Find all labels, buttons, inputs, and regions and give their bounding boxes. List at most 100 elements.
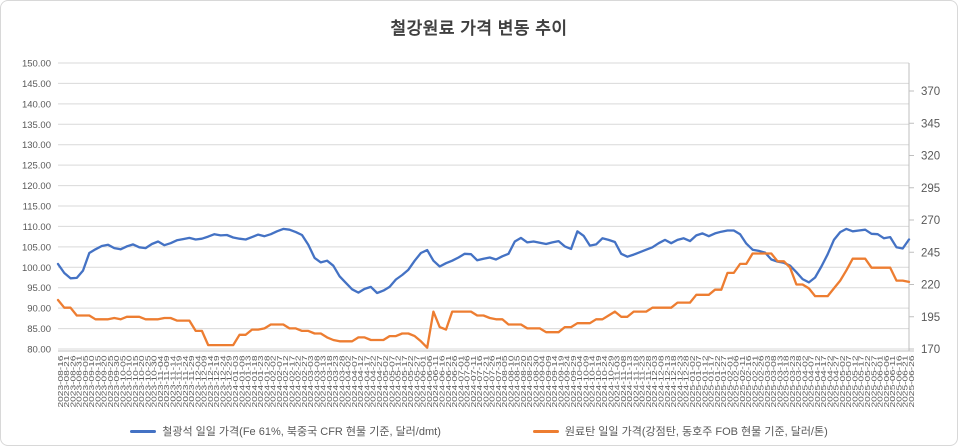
svg-text:2025-05-12: 2025-05-12 [853,355,860,407]
svg-text:2025-06-11: 2025-06-11 [890,355,897,407]
svg-text:2023-10-15: 2023-10-15 [133,355,140,407]
svg-text:2024-04-02: 2024-04-02 [346,355,353,407]
svg-text:2024-05-12: 2024-05-12 [396,355,403,407]
svg-text:2023-10-05: 2023-10-05 [120,355,127,407]
svg-text:2024-03-03: 2024-03-03 [308,355,315,407]
svg-text:2024-09-09: 2024-09-09 [546,355,553,407]
svg-text:2025-05-02: 2025-05-02 [840,355,847,407]
svg-text:2025-04-27: 2025-04-27 [834,355,841,407]
svg-text:2024-01-03: 2024-01-03 [233,355,240,407]
svg-text:2025-01-02: 2025-01-02 [690,355,697,407]
svg-text:2024-03-13: 2024-03-13 [321,355,328,407]
svg-text:2025-03-08: 2025-03-08 [771,355,778,407]
svg-text:2024-11-23: 2024-11-23 [640,355,647,407]
svg-text:2023-10-25: 2023-10-25 [145,355,152,407]
svg-text:2024-09-19: 2024-09-19 [558,355,565,407]
svg-text:2024-11-28: 2024-11-28 [646,355,653,407]
svg-text:2024-12-08: 2024-12-08 [659,355,666,407]
svg-text:2024-07-06: 2024-07-06 [465,355,472,407]
svg-text:2024-11-03: 2024-11-03 [615,355,622,407]
svg-text:2024-02-12: 2024-02-12 [283,355,290,407]
svg-text:80.00: 80.00 [27,345,51,356]
svg-text:2023-09-20: 2023-09-20 [102,355,109,407]
svg-text:130.00: 130.00 [22,140,51,151]
chart-title: 철강원료 가격 변동 추이 [390,19,568,38]
svg-text:2025-02-01: 2025-02-01 [727,355,734,407]
svg-text:2024-08-05: 2024-08-05 [502,355,509,407]
series-line-0 [56,227,911,295]
svg-text:2024-11-13: 2024-11-13 [627,355,634,407]
svg-text:95.00: 95.00 [27,283,51,294]
svg-text:100.00: 100.00 [22,263,51,274]
svg-text:2025-01-27: 2025-01-27 [721,355,728,407]
svg-text:2024-06-01: 2024-06-01 [421,355,428,407]
svg-text:2025-04-07: 2025-04-07 [809,355,816,407]
svg-text:2023-09-15: 2023-09-15 [95,355,102,407]
gridlines [58,62,909,350]
svg-text:2023-12-29: 2023-12-29 [227,355,234,407]
svg-text:2025-05-07: 2025-05-07 [846,355,853,407]
svg-text:2023-09-25: 2023-09-25 [108,355,115,407]
svg-text:2024-07-21: 2024-07-21 [483,355,490,407]
svg-text:2024-11-08: 2024-11-08 [621,355,628,407]
svg-text:2024-08-10: 2024-08-10 [508,355,515,407]
svg-text:2024-10-19: 2024-10-19 [596,355,603,407]
svg-text:2024-10-24: 2024-10-24 [602,355,609,407]
svg-text:220: 220 [921,280,940,292]
svg-text:2024-12-18: 2024-12-18 [671,355,678,407]
svg-text:135.00: 135.00 [22,120,51,131]
svg-text:2024-11-18: 2024-11-18 [634,355,641,407]
svg-text:145.00: 145.00 [22,79,51,90]
svg-text:2024-07-11: 2024-07-11 [471,355,478,407]
svg-text:2025-04-12: 2025-04-12 [815,355,822,407]
svg-text:2025-02-11: 2025-02-11 [740,355,747,407]
svg-text:2023-09-10: 2023-09-10 [89,355,96,407]
svg-text:2023-11-19: 2023-11-19 [177,355,184,407]
svg-text:2024-01-13: 2024-01-13 [246,355,253,407]
svg-text:2024-06-16: 2024-06-16 [440,355,447,407]
svg-text:2024-02-07: 2024-02-07 [277,355,284,407]
svg-text:2024-12-03: 2024-12-03 [652,355,659,407]
legend: 철광석 일일 가격(Fe 61%, 북중국 CFR 현물 기준, 달러/dmt)… [1,423,957,439]
svg-text:2025-06-26: 2025-06-26 [909,355,916,407]
svg-text:2025-02-06: 2025-02-06 [734,355,741,407]
svg-text:2024-09-14: 2024-09-14 [552,355,559,407]
svg-text:2024-12-28: 2024-12-28 [684,355,691,407]
svg-text:2023-11-24: 2023-11-24 [183,355,190,407]
svg-text:2025-03-13: 2025-03-13 [777,355,784,407]
svg-text:2024-07-31: 2024-07-31 [496,355,503,407]
svg-text:2024-02-22: 2024-02-22 [296,355,303,407]
legend-item-coking-coal: 원료탄 일일 가격(강점탄, 동호주 FOB 현물 기준, 달러/톤) [532,423,828,439]
svg-text:2024-04-07: 2024-04-07 [352,355,359,407]
svg-text:2024-06-06: 2024-06-06 [427,355,434,407]
svg-text:370: 370 [921,86,940,98]
svg-text:2024-07-26: 2024-07-26 [490,355,497,407]
svg-text:2024-12-13: 2024-12-13 [665,355,672,407]
svg-text:2024-12-23: 2024-12-23 [677,355,684,407]
svg-text:115.00: 115.00 [23,202,51,213]
x-axis-tick-labels: 2023-08-16 2023-08-21 2023-08-26 2023-08-31… [58,355,916,407]
svg-text:2024-04-22: 2024-04-22 [371,355,378,407]
svg-text:125.00: 125.00 [22,161,51,172]
svg-text:320: 320 [921,151,940,163]
legend-line-icon-orange [532,429,559,433]
svg-text:2024-08-25: 2024-08-25 [527,355,534,407]
svg-text:2024-05-07: 2024-05-07 [389,355,396,407]
svg-text:2025-02-21: 2025-02-21 [752,355,759,407]
svg-text:270: 270 [921,215,940,227]
svg-text:2023-08-26: 2023-08-26 [70,355,77,407]
svg-text:2025-04-02: 2025-04-02 [802,355,809,407]
svg-text:2024-02-02: 2024-02-02 [271,355,278,407]
svg-text:2025-05-22: 2025-05-22 [865,355,872,407]
svg-text:2025-06-01: 2025-06-01 [878,355,885,407]
svg-text:2025-02-16: 2025-02-16 [746,355,753,407]
svg-text:2023-12-14: 2023-12-14 [208,355,215,407]
svg-text:2025-03-18: 2025-03-18 [784,355,791,407]
svg-text:90.00: 90.00 [27,304,51,315]
svg-text:2023-12-24: 2023-12-24 [221,355,228,407]
svg-text:2024-10-29: 2024-10-29 [608,355,615,407]
svg-text:2025-06-16: 2025-06-16 [896,355,903,407]
left-axis-tick-labels: 150.00 145.00 140.00 135.00 130.00 125.00 120.… [22,59,51,356]
